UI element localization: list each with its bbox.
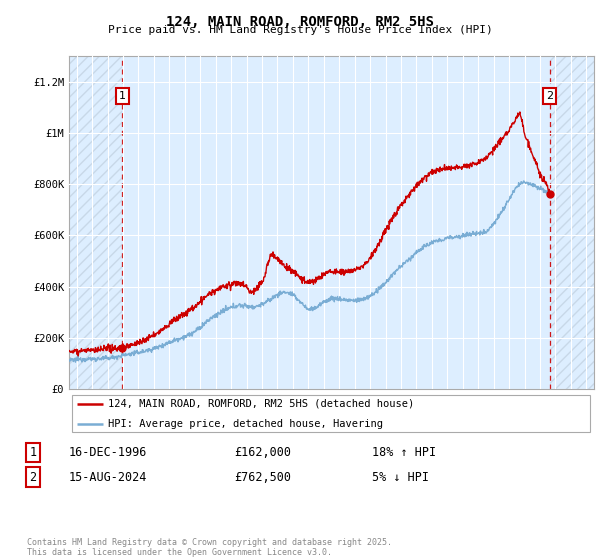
- Text: 1: 1: [29, 446, 37, 459]
- FancyBboxPatch shape: [71, 395, 590, 432]
- Bar: [69, 56, 122, 389]
- Text: 2: 2: [546, 91, 553, 101]
- Text: 2: 2: [29, 470, 37, 484]
- Text: 5% ↓ HPI: 5% ↓ HPI: [372, 470, 429, 484]
- Text: Contains HM Land Registry data © Crown copyright and database right 2025.
This d: Contains HM Land Registry data © Crown c…: [27, 538, 392, 557]
- Text: HPI: Average price, detached house, Havering: HPI: Average price, detached house, Have…: [109, 419, 383, 429]
- Text: £162,000: £162,000: [234, 446, 291, 459]
- Text: 124, MAIN ROAD, ROMFORD, RM2 5HS: 124, MAIN ROAD, ROMFORD, RM2 5HS: [166, 15, 434, 29]
- Bar: [550, 56, 594, 389]
- Text: £762,500: £762,500: [234, 470, 291, 484]
- Text: 15-AUG-2024: 15-AUG-2024: [69, 470, 148, 484]
- Text: 18% ↑ HPI: 18% ↑ HPI: [372, 446, 436, 459]
- Text: 1: 1: [119, 91, 126, 101]
- Text: Price paid vs. HM Land Registry's House Price Index (HPI): Price paid vs. HM Land Registry's House …: [107, 25, 493, 35]
- Text: 16-DEC-1996: 16-DEC-1996: [69, 446, 148, 459]
- Text: 124, MAIN ROAD, ROMFORD, RM2 5HS (detached house): 124, MAIN ROAD, ROMFORD, RM2 5HS (detach…: [109, 399, 415, 409]
